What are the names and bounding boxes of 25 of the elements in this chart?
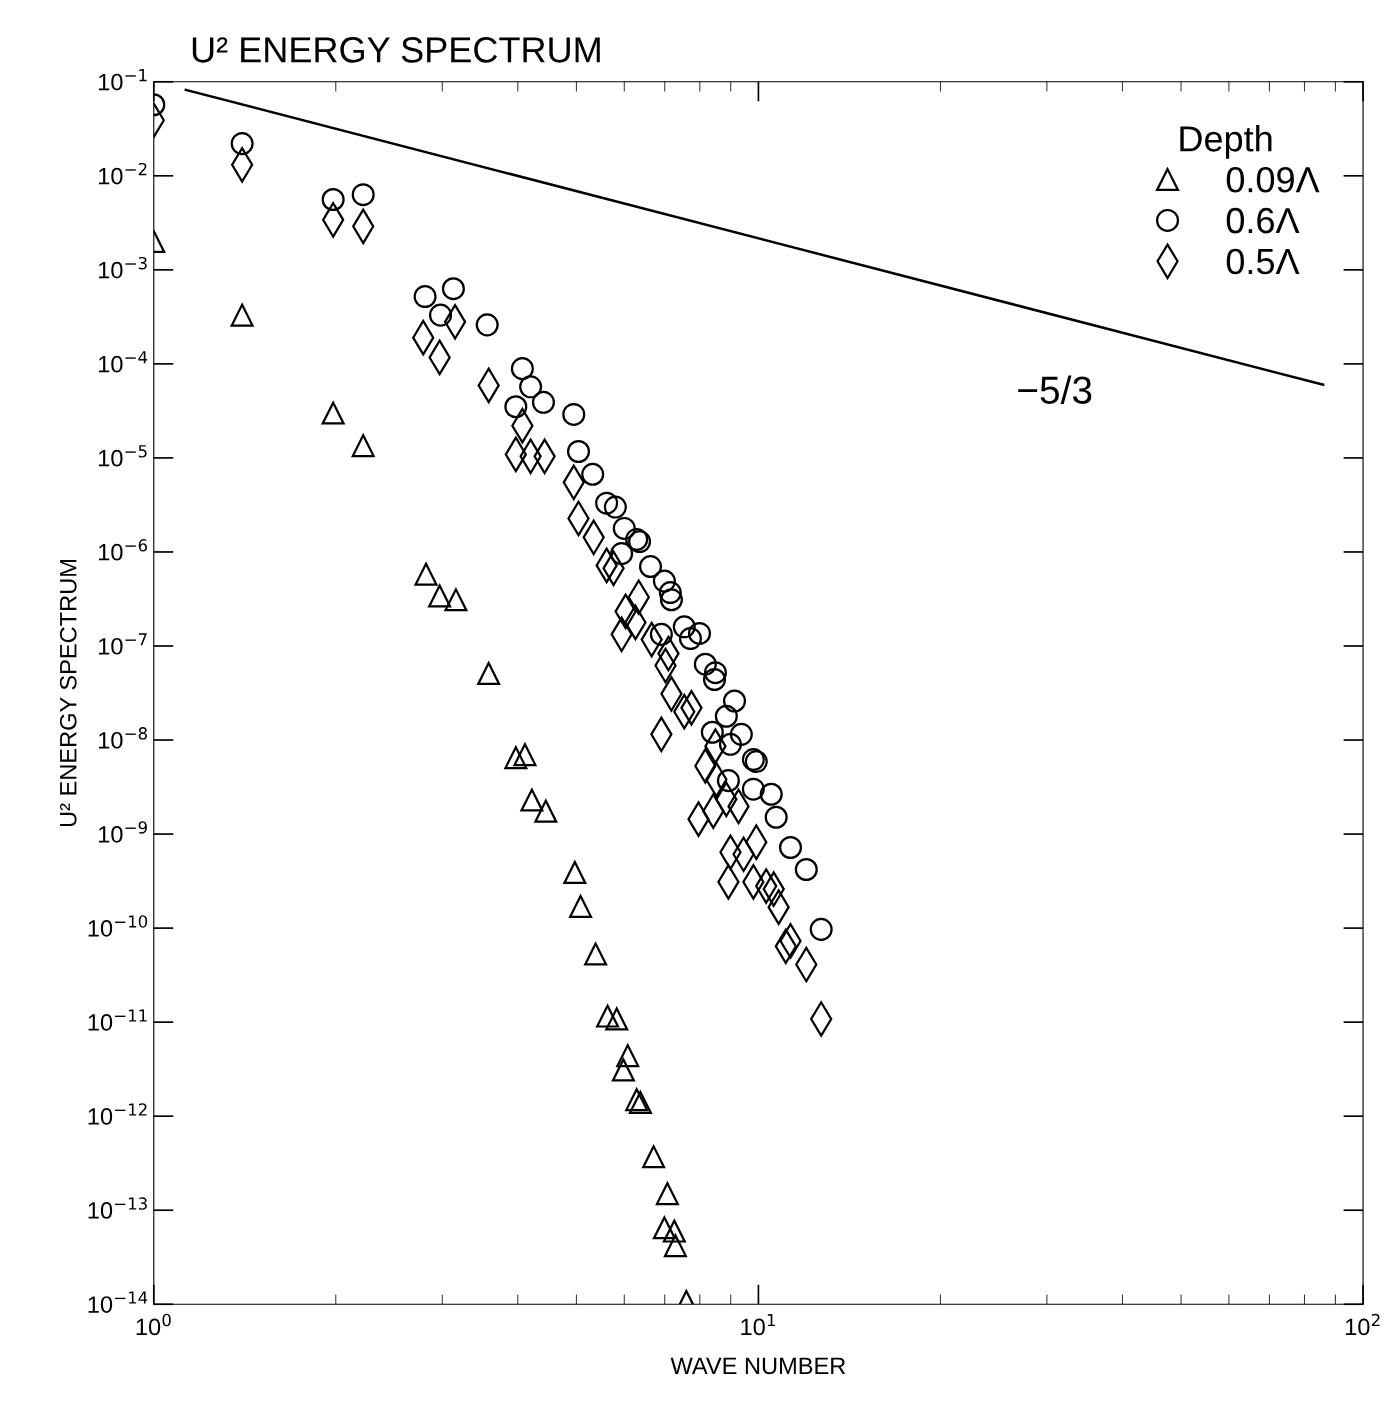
y-tick-label: 10$^{−1}$ [99,69,147,91]
x-tick-label: 10$^{0}$ [136,1313,171,1336]
legend-label: 0.6Λ [1226,207,1300,234]
legend-title: Depth [1180,125,1272,159]
y-axis-title: U² ENERGY SPECTRUM [59,560,77,827]
y-tick-label: 10$^{−10}$ [88,915,148,937]
y-tick-label: 10$^{−14}$ [88,1291,148,1313]
x-tick-label: 10$^{1}$ [741,1314,775,1336]
legend-label: 0.09Λ [1226,166,1320,193]
y-tick-label: 10$^{−12}$ [88,1103,147,1125]
annotation: −5/3 [1018,375,1092,404]
y-tick-label: 10$^{−7}$ [99,633,147,655]
y-tick-label: 10$^{−13}$ [88,1197,147,1219]
y-tick-label: 10$^{−6}$ [99,539,148,561]
chart-title: U² ENERGY SPECTRUM [192,37,600,63]
y-tick-label: 10$^{−5}$ [99,445,147,467]
y-tick-label: 10$^{−11}$ [88,1009,147,1031]
y-tick-label: 10$^{−3}$ [99,256,147,279]
x-axis-title: WAVE NUMBER [670,1357,846,1375]
legend-label: 0.5Λ [1226,248,1300,275]
y-tick-label: 10$^{−4}$ [99,351,148,373]
y-tick-label: 10$^{−9}$ [99,821,147,843]
x-tick-label: 10$^{2}$ [1345,1313,1380,1336]
y-tick-label: 10$^{−8}$ [99,727,147,749]
y-tick-label: 10$^{−2}$ [99,162,147,185]
